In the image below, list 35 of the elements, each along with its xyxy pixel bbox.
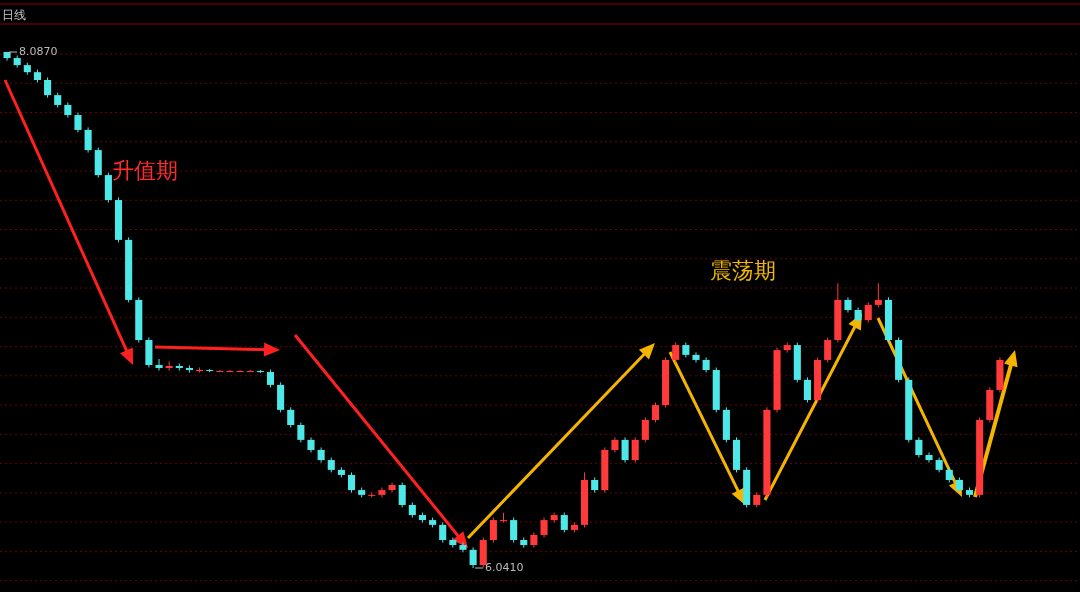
annotation: 6.0410 bbox=[485, 561, 524, 574]
candlestick bbox=[692, 351, 700, 363]
annotation: 8.0870 bbox=[19, 45, 58, 58]
candlestick bbox=[641, 416, 649, 443]
candlestick bbox=[510, 517, 518, 544]
candlestick bbox=[915, 436, 923, 459]
candlestick bbox=[44, 76, 52, 99]
annotation: 震荡期 bbox=[710, 258, 776, 283]
candlestick bbox=[621, 436, 629, 464]
candlestick bbox=[631, 436, 639, 464]
candlestick bbox=[925, 451, 933, 464]
candlestick bbox=[84, 126, 92, 154]
candlestick bbox=[560, 512, 568, 533]
candlestick bbox=[651, 402, 660, 423]
candlestick bbox=[803, 376, 811, 404]
candlestick bbox=[824, 336, 832, 363]
candlestick bbox=[489, 517, 497, 544]
candlestick bbox=[74, 112, 82, 133]
candlestick bbox=[388, 482, 396, 494]
candlestick bbox=[499, 512, 508, 524]
candlestick bbox=[540, 517, 548, 538]
annotation: 升值期 bbox=[112, 158, 178, 183]
candlestick bbox=[469, 546, 477, 569]
candlestick bbox=[236, 369, 244, 373]
candlestick bbox=[287, 406, 295, 429]
candlestick bbox=[439, 521, 447, 544]
candlestick bbox=[874, 282, 882, 308]
candlestick bbox=[347, 471, 356, 494]
candlestick bbox=[297, 421, 305, 443]
candlestick bbox=[155, 358, 163, 372]
candlestick bbox=[226, 369, 234, 373]
text: 日线 bbox=[2, 8, 26, 22]
candlestick bbox=[864, 301, 872, 324]
candlestick bbox=[672, 342, 680, 363]
candlestick bbox=[398, 482, 406, 508]
